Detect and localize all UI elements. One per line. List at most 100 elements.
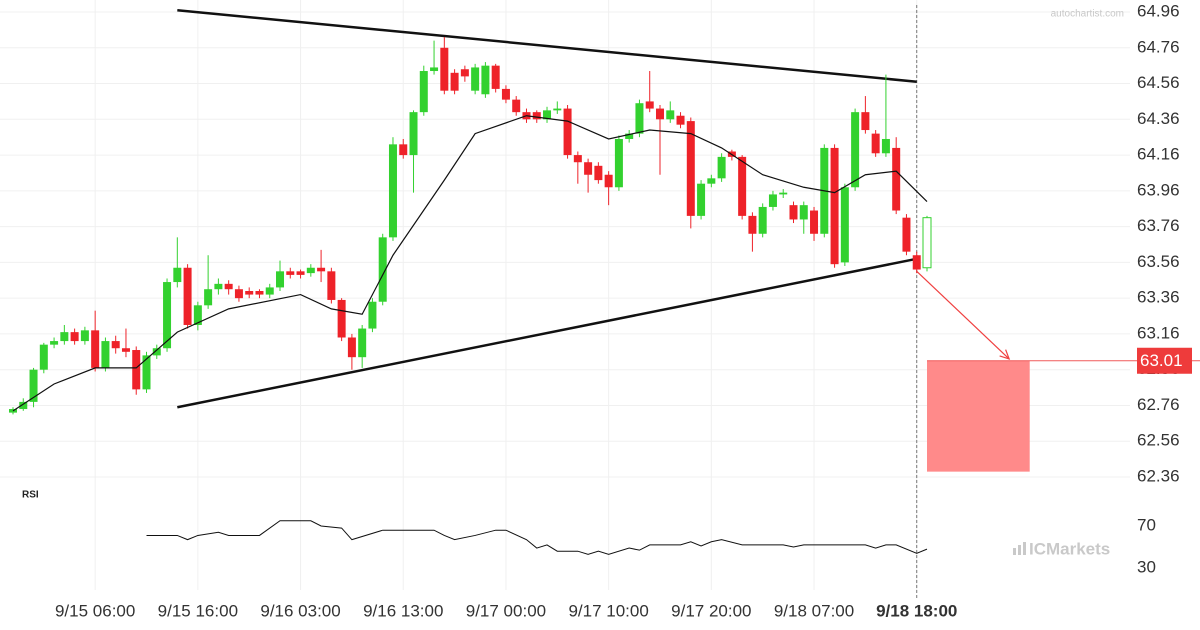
- candle-body: [214, 283, 223, 290]
- candle-body: [265, 287, 274, 295]
- y-tick-label: 62.36: [1137, 466, 1180, 485]
- candle-body: [440, 47, 449, 91]
- candle-body: [666, 110, 675, 120]
- candle-body: [39, 344, 48, 370]
- candle-body: [789, 205, 798, 220]
- candle-body: [604, 174, 613, 188]
- candle-body: [91, 330, 100, 368]
- candle-body: [892, 147, 901, 211]
- candle-body: [851, 112, 860, 188]
- candle-body: [255, 291, 264, 295]
- candle-body: [758, 206, 767, 234]
- candle-body: [337, 299, 346, 338]
- candle-body: [573, 155, 582, 163]
- y-tick-label: 62.56: [1137, 431, 1180, 450]
- candle-body: [902, 217, 911, 252]
- rsi-line: [146, 520, 928, 555]
- y-tick-label: 63.76: [1137, 216, 1180, 235]
- candle-body: [60, 332, 69, 342]
- candle-body: [881, 138, 890, 154]
- candle-body: [19, 401, 28, 410]
- candle-body: [50, 341, 59, 345]
- candle-body: [173, 267, 182, 283]
- candle-body: [686, 121, 695, 216]
- candle-body: [697, 183, 706, 216]
- candle-body: [245, 291, 254, 295]
- watermark: autochartist.com: [1051, 9, 1124, 20]
- y-tick-label: 64.56: [1137, 73, 1180, 92]
- candle-body: [676, 115, 685, 125]
- candle-body: [481, 65, 490, 95]
- candle-body: [368, 301, 377, 329]
- candle-body: [532, 112, 541, 120]
- candle-body: [224, 283, 233, 290]
- y-tick-label: 64.96: [1137, 1, 1180, 20]
- logo-icon: [1013, 542, 1026, 555]
- candle-body: [296, 271, 305, 275]
- candle-body: [183, 267, 192, 325]
- candle-body: [193, 305, 202, 325]
- y-tick-label: 64.36: [1137, 109, 1180, 128]
- x-tick-label: 9/18 18:00: [876, 601, 957, 620]
- candle-body: [471, 67, 480, 91]
- x-tick-label: 9/16 03:00: [260, 601, 340, 620]
- x-tick-label: 9/15 06:00: [55, 601, 135, 620]
- candle-body: [142, 355, 151, 390]
- moving-average: [12, 115, 928, 412]
- candle-body: [635, 103, 644, 134]
- x-tick-label: 9/18 07:00: [774, 601, 854, 620]
- candle-body: [717, 156, 726, 179]
- y-tick-label: 63.36: [1137, 288, 1180, 307]
- candle-body: [707, 178, 716, 184]
- y-tick-label: 63.56: [1137, 252, 1180, 271]
- candle-body: [163, 282, 172, 349]
- x-tick-label: 9/17 10:00: [568, 601, 648, 620]
- candle-body: [738, 156, 747, 216]
- y-tick-label: 64.76: [1137, 37, 1180, 56]
- candle-body: [779, 192, 788, 195]
- candle-body: [491, 65, 500, 89]
- candle-body: [80, 330, 89, 342]
- candle-body: [152, 348, 161, 356]
- candle-body: [70, 332, 79, 342]
- candle-body: [563, 108, 572, 156]
- candle-body: [399, 144, 408, 156]
- candle-body: [584, 162, 593, 175]
- logo: ICMarkets: [1029, 539, 1110, 558]
- candle-body: [358, 328, 367, 358]
- candle-body: [378, 237, 387, 302]
- candle-body: [132, 350, 141, 390]
- arrow-head: [999, 349, 1011, 360]
- candle-body: [799, 205, 808, 220]
- candle-body: [460, 69, 469, 77]
- candle-body: [419, 71, 428, 113]
- candle-body: [655, 108, 664, 120]
- candle-body: [388, 144, 397, 238]
- y-tick-label: 63.96: [1137, 180, 1180, 199]
- candle-body: [810, 210, 819, 234]
- forecast-arrow: [916, 270, 1010, 360]
- candle-body: [347, 337, 356, 358]
- candle-body: [101, 341, 110, 368]
- candle-body: [430, 67, 439, 72]
- candle-body: [871, 133, 880, 154]
- x-tick-label: 9/16 13:00: [363, 601, 443, 620]
- rsi-tick-label: 30: [1137, 557, 1156, 576]
- y-tick-label: 62.76: [1137, 395, 1180, 414]
- target-box: [1137, 347, 1192, 374]
- candle-body: [121, 348, 130, 352]
- candle-body: [912, 255, 921, 270]
- x-tick-label: 9/15 16:00: [158, 601, 238, 620]
- candle-body: [111, 341, 120, 349]
- candle-body: [409, 112, 418, 156]
- y-tick-label: 64.16: [1137, 145, 1180, 164]
- candle-body: [594, 165, 603, 181]
- trend-line: [177, 8, 917, 83]
- forecast-zone: [927, 360, 1030, 472]
- candle-body: [645, 101, 654, 109]
- trend-line: [177, 257, 917, 409]
- candle-body: [768, 194, 777, 207]
- candle-body: [317, 267, 326, 272]
- x-tick-label: 9/17 20:00: [671, 601, 751, 620]
